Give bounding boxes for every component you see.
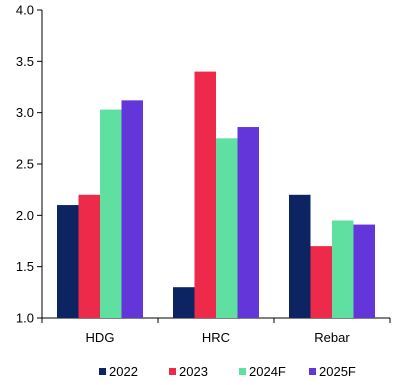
y-tick-label: 1.5 (16, 259, 34, 274)
y-tick-label: 2.5 (16, 157, 34, 172)
legend-label: 2025F (319, 364, 356, 379)
bars (57, 71, 375, 318)
legend-swatch (239, 368, 246, 375)
y-tick-label: 3.5 (16, 54, 34, 69)
legend-label: 2023 (179, 364, 208, 379)
legend-swatch (99, 368, 106, 375)
bar-rebar-2024f (332, 220, 354, 318)
x-tick-label: HRC (202, 330, 230, 345)
bar-hdg-2025f (121, 100, 143, 318)
bar-rebar-2023 (310, 246, 332, 318)
legend: 2022 2023 2024F 2025F (99, 364, 356, 379)
y-tick-label: 3.0 (16, 105, 34, 120)
bar-hrc-2022 (173, 287, 195, 318)
bar-hdg-2022 (57, 205, 79, 318)
x-tick-label: HDG (86, 330, 115, 345)
y-axis: 1.0 1.5 2.0 2.5 3.0 3.5 4.0 (16, 3, 43, 326)
legend-swatch (169, 368, 176, 375)
bar-rebar-2025f (353, 224, 375, 318)
y-tick-label: 4.0 (16, 3, 34, 18)
legend-label: 2022 (109, 364, 138, 379)
y-tick-label: 1.0 (16, 311, 34, 326)
y-tick-label: 2.0 (16, 208, 34, 223)
legend-label: 2024F (249, 364, 286, 379)
x-tick-label: Rebar (314, 330, 350, 345)
bar-rebar-2022 (289, 194, 311, 318)
x-axis: HDG HRC Rebar (41, 317, 391, 345)
bar-hrc-2024f (216, 138, 238, 318)
legend-swatch (309, 368, 316, 375)
bar-hdg-2023 (78, 194, 100, 318)
bar-hrc-2023 (194, 71, 216, 318)
bar-hdg-2024f (100, 109, 122, 318)
bar-hrc-2025f (237, 127, 259, 318)
